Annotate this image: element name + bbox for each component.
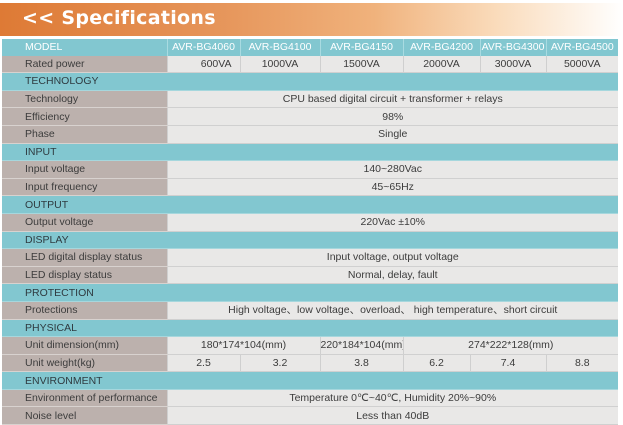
row-value: 140~280Vac bbox=[166, 160, 618, 179]
page-title: << Specifications bbox=[22, 7, 216, 29]
row-value: High voltage、low voltage、overload、 high … bbox=[166, 301, 618, 320]
row-label: Protections bbox=[2, 301, 167, 320]
section-title: OUTPUT bbox=[2, 195, 618, 214]
rated-power-value: 1000VA bbox=[239, 55, 320, 74]
row-label: Noise level bbox=[2, 406, 167, 425]
specifications-banner: << Specifications bbox=[0, 3, 623, 36]
row-label: Efficiency bbox=[2, 107, 167, 126]
row-label: Unit dimension(mm) bbox=[2, 336, 167, 355]
section-title: INPUT bbox=[2, 143, 618, 162]
section-header-output: OUTPUT bbox=[2, 195, 618, 214]
table-row: Technology CPU based digital circuit + t… bbox=[2, 90, 618, 109]
weight-value: 8.8 bbox=[545, 354, 618, 373]
model-name: AVR-BG4150 bbox=[319, 39, 403, 56]
model-name: AVR-BG4300 bbox=[479, 39, 546, 56]
section-header-display: DISPLAY bbox=[2, 231, 618, 250]
row-value: Single bbox=[166, 125, 618, 144]
model-name: AVR-BG4060 bbox=[166, 39, 240, 56]
rated-power-value: 3000VA bbox=[479, 55, 546, 74]
model-name: AVR-BG4500 bbox=[545, 39, 618, 56]
row-label: Input voltage bbox=[2, 160, 167, 179]
section-header-physical: PHYSICAL bbox=[2, 319, 618, 338]
weight-value: 7.4 bbox=[469, 354, 546, 373]
section-header-environment: ENVIRONMENT bbox=[2, 371, 618, 390]
row-label: Environment of performance bbox=[2, 389, 167, 408]
table-row: Rated power 600VA 1000VA 1500VA 2000VA 3… bbox=[2, 55, 618, 74]
model-label: MODEL bbox=[2, 39, 167, 56]
rated-power-value: 5000VA bbox=[545, 55, 618, 74]
row-value: Input voltage, output voltage bbox=[166, 248, 618, 267]
row-value: CPU based digital circuit + transformer … bbox=[166, 90, 618, 109]
model-header-row: MODEL AVR-BG4060 AVR-BG4100 AVR-BG4150 A… bbox=[2, 39, 618, 56]
row-value: 220Vac ±10% bbox=[166, 213, 618, 232]
rated-power-value: 1500VA bbox=[319, 55, 403, 74]
row-value: 45~65Hz bbox=[166, 178, 618, 197]
row-label: LED digital display status bbox=[2, 248, 167, 267]
table-row: Input frequency 45~65Hz bbox=[2, 178, 618, 197]
row-value: Less than 40dB bbox=[166, 406, 618, 425]
model-name: AVR-BG4200 bbox=[402, 39, 480, 56]
weight-value: 2.5 bbox=[166, 354, 240, 373]
row-value: Normal, delay, fault bbox=[166, 266, 618, 285]
dimension-value: 220*184*104(mm) bbox=[319, 336, 403, 355]
rated-power-value: 600VA bbox=[166, 55, 240, 74]
section-title: PROTECTION bbox=[2, 283, 618, 302]
row-value: 98% bbox=[166, 107, 618, 126]
table-row: Unit weight(kg) 2.5 3.2 3.8 6.2 7.4 8.8 bbox=[2, 354, 618, 373]
row-value: Temperature 0℃~40℃, Humidity 20%~90% bbox=[166, 389, 618, 408]
weight-value: 6.2 bbox=[402, 354, 470, 373]
row-label: Output voltage bbox=[2, 213, 167, 232]
weight-value: 3.8 bbox=[319, 354, 403, 373]
specifications-table: MODEL AVR-BG4060 AVR-BG4100 AVR-BG4150 A… bbox=[2, 39, 618, 425]
section-header-technology: TECHNOLOGY bbox=[2, 72, 618, 91]
table-row: Output voltage 220Vac ±10% bbox=[2, 213, 618, 232]
row-label: Technology bbox=[2, 90, 167, 109]
table-row: LED digital display status Input voltage… bbox=[2, 248, 618, 267]
dimension-value: 274*222*128(mm) bbox=[402, 336, 618, 355]
section-title: TECHNOLOGY bbox=[2, 72, 618, 91]
table-row: Environment of performance Temperature 0… bbox=[2, 389, 618, 408]
model-name: AVR-BG4100 bbox=[239, 39, 320, 56]
row-label: Rated power bbox=[2, 55, 167, 74]
row-label: Unit weight(kg) bbox=[2, 354, 167, 373]
section-title: ENVIRONMENT bbox=[2, 371, 618, 390]
rated-power-value: 2000VA bbox=[402, 55, 480, 74]
table-row: Input voltage 140~280Vac bbox=[2, 160, 618, 179]
weight-value: 3.2 bbox=[239, 354, 320, 373]
table-row: Protections High voltage、low voltage、ove… bbox=[2, 301, 618, 320]
row-label: LED display status bbox=[2, 266, 167, 285]
section-header-protection: PROTECTION bbox=[2, 283, 618, 302]
section-title: DISPLAY bbox=[2, 231, 618, 250]
table-row: Efficiency 98% bbox=[2, 107, 618, 126]
table-row: Phase Single bbox=[2, 125, 618, 144]
section-title: PHYSICAL bbox=[2, 319, 618, 338]
row-label: Input frequency bbox=[2, 178, 167, 197]
section-header-input: INPUT bbox=[2, 143, 618, 162]
table-row: LED display status Normal, delay, fault bbox=[2, 266, 618, 285]
row-label: Phase bbox=[2, 125, 167, 144]
table-row: Unit dimension(mm) 180*174*104(mm) 220*1… bbox=[2, 336, 618, 355]
dimension-value: 180*174*104(mm) bbox=[166, 336, 320, 355]
table-row: Noise level Less than 40dB bbox=[2, 406, 618, 425]
